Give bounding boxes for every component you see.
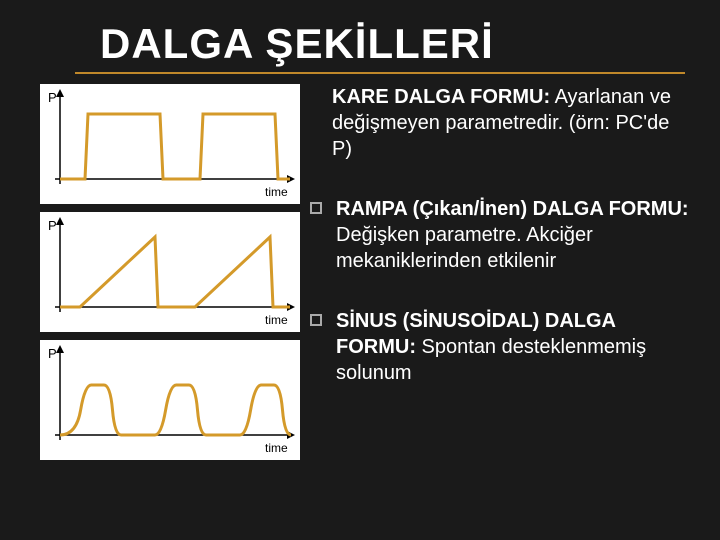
section-heading: RAMPA (Çıkan/İnen) DALGA FORMU: [336,198,689,220]
charts-column: P time P time [30,84,300,520]
section-body: Değişken parametre. Akciğer mekaniklerin… [336,224,593,272]
ramp-wave-svg: P time [40,212,300,332]
y-label: P [48,90,57,105]
chart-sinus-wave: P time [40,340,300,460]
section-text: KARE DALGA FORMU: Ayarlanan ve değişmeye… [332,84,690,162]
section-heading: KARE DALGA FORMU: [332,86,550,108]
square-waveform [60,114,290,179]
title-underline [75,72,685,74]
slide: DALGA ŞEKİLLERİ P time [0,0,720,540]
y-arrow-icon [56,89,64,97]
bullet-icon [310,314,322,326]
ramp-waveform [60,237,290,307]
y-label: P [48,346,57,361]
page-title: DALGA ŞEKİLLERİ [30,20,690,68]
section-rampa: RAMPA (Çıkan/İnen) DALGA FORMU: Değişken… [310,196,690,274]
section-heading-line2: FORMU: [336,336,416,358]
square-wave-svg: P time [40,84,300,204]
text-column: KARE DALGA FORMU: Ayarlanan ve değişmeye… [310,84,690,520]
content-row: P time P time [30,84,690,520]
chart-ramp-wave: P time [40,212,300,332]
x-label: time [265,313,288,327]
section-kare: KARE DALGA FORMU: Ayarlanan ve değişmeye… [310,84,690,162]
section-text: SİNUS (SİNUSOİDAL) DALGA FORMU: Spontan … [336,308,690,386]
sinus-waveform [60,385,291,435]
section-text: RAMPA (Çıkan/İnen) DALGA FORMU: Değişken… [336,196,690,274]
section-sinus: SİNUS (SİNUSOİDAL) DALGA FORMU: Spontan … [310,308,690,386]
section-heading: SİNUS (SİNUSOİDAL) DALGA [336,310,616,332]
y-label: P [48,218,57,233]
y-arrow-icon [56,217,64,225]
y-arrow-icon [56,345,64,353]
chart-square-wave: P time [40,84,300,204]
x-label: time [265,185,288,199]
x-label: time [265,441,288,455]
sinus-wave-svg: P time [40,340,300,460]
bullet-icon [310,202,322,214]
